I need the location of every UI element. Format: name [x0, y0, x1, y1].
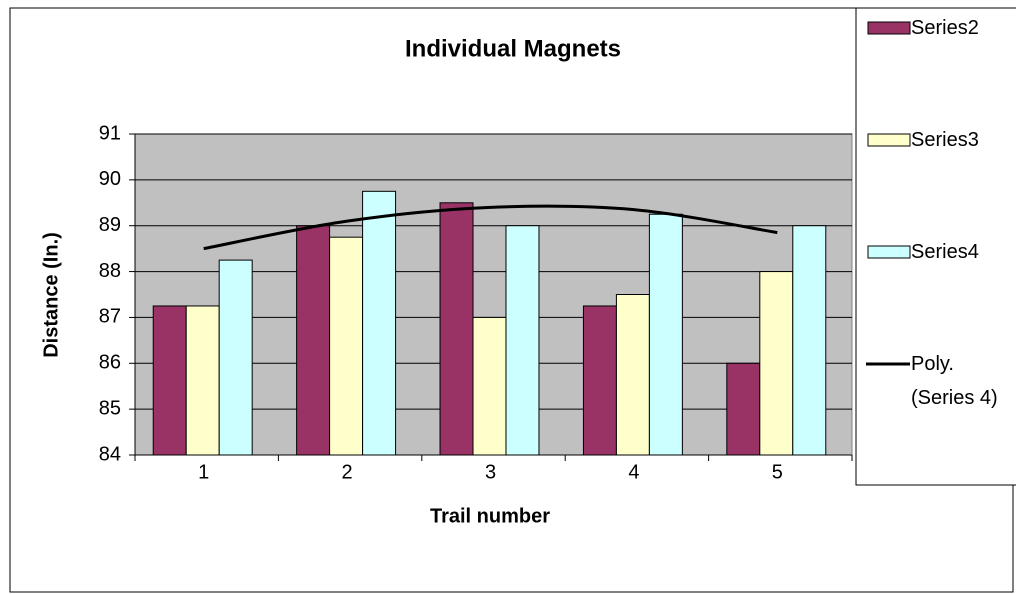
- legend-swatch: [867, 133, 911, 147]
- y-tick-label: 84: [99, 443, 121, 465]
- x-axis-label: Trail number: [430, 505, 550, 527]
- legend-label: Series4: [911, 241, 979, 263]
- y-axis-label: Distance (In.): [40, 232, 62, 358]
- legend-label: Series2: [911, 17, 979, 39]
- bar: [759, 271, 794, 456]
- bar: [792, 225, 827, 456]
- x-tick-label: 1: [198, 461, 209, 483]
- bar: [472, 316, 507, 456]
- bar: [615, 294, 650, 456]
- x-tick-label: 5: [772, 461, 783, 483]
- y-tick-label: 89: [99, 214, 121, 236]
- bar: [296, 225, 331, 456]
- x-tick-label: 2: [342, 461, 353, 483]
- y-tick-label: 85: [99, 397, 121, 419]
- bar: [582, 305, 617, 456]
- bar: [152, 305, 187, 456]
- bar: [439, 202, 474, 456]
- x-tick-label: 3: [485, 461, 496, 483]
- bar: [218, 259, 253, 456]
- legend-swatch: [867, 21, 911, 35]
- y-tick-label: 86: [99, 352, 121, 374]
- legend-item: Series3: [911, 129, 979, 151]
- trendline: [203, 204, 778, 251]
- legend-label: Poly. (Series 4): [911, 353, 998, 409]
- bar: [648, 213, 683, 456]
- bar: [505, 225, 540, 456]
- y-tick-label: 91: [99, 122, 121, 144]
- bar: [726, 362, 761, 456]
- legend-item: Series4: [911, 241, 979, 263]
- legend-item: Series2: [911, 17, 979, 39]
- y-tick-label: 87: [99, 306, 121, 328]
- bar: [185, 305, 220, 456]
- bar: [362, 190, 397, 456]
- legend-item: Poly. (Series 4): [911, 353, 998, 409]
- y-tick-label: 88: [99, 260, 121, 282]
- legend-label: Series3: [911, 129, 979, 151]
- y-tick-label: 90: [99, 168, 121, 190]
- chart-title: Individual Magnets: [405, 35, 621, 62]
- x-tick-label: 4: [628, 461, 639, 483]
- legend-swatch: [867, 245, 911, 259]
- bar: [329, 236, 364, 456]
